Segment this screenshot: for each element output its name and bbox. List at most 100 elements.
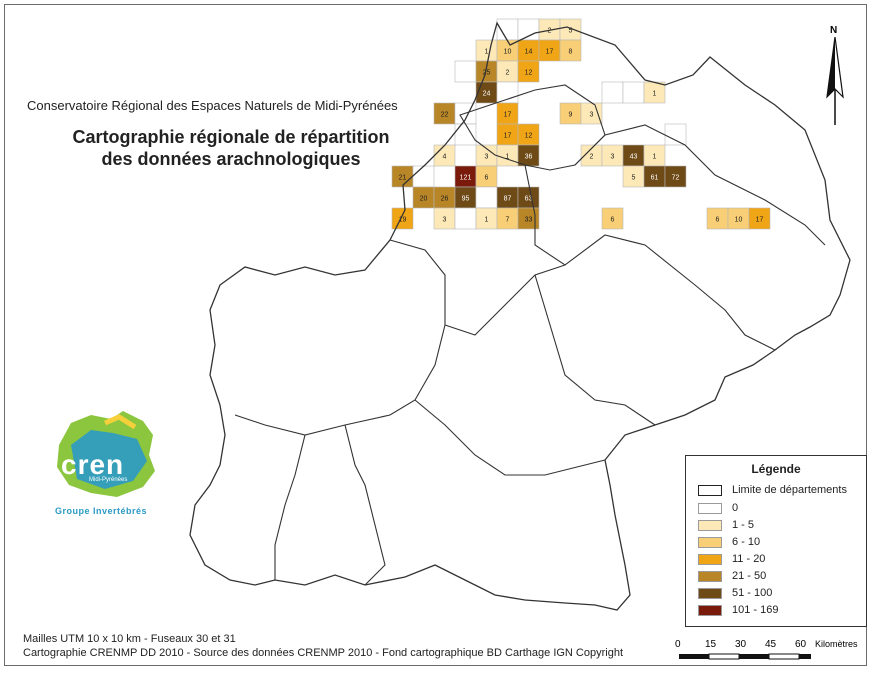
grid-cell-count: 3 [590, 112, 594, 119]
grid-cell-count: 6 [716, 217, 720, 224]
legend-label-boundary: Limite de départements [732, 484, 847, 496]
grid-cell [517, 18, 540, 41]
grid-cell-count: 95 [462, 196, 470, 203]
department-internal-2 [574, 124, 826, 246]
grid-cell-count: 1 [653, 154, 657, 161]
grid-cell-count: 22 [441, 112, 449, 119]
grid-cell [664, 165, 687, 188]
legend-label: 11 - 20 [732, 553, 766, 565]
grid-cell-count: 3 [485, 154, 489, 161]
grid-cell-count: 21 [399, 175, 407, 182]
logo-subtitle: Midi-Pyrénées [89, 477, 128, 483]
legend-swatch [698, 520, 722, 531]
grid-cell [454, 207, 477, 230]
department-internal-9 [274, 434, 306, 580]
grid-cell [664, 123, 687, 146]
grid-cell-count: 1 [485, 49, 489, 56]
legend-label: 101 - 169 [732, 604, 779, 616]
legend-swatch [698, 605, 722, 616]
logo-group: Groupe Invertébrés [55, 506, 148, 516]
scale-bar-graphic [679, 653, 811, 660]
grid-cell-count: 61 [651, 175, 659, 182]
scale-tick-label: 60 [795, 639, 807, 650]
grid-cell-count: 33 [525, 217, 533, 224]
grid-cell-count: 1 [506, 154, 510, 161]
north-arrow: N [825, 25, 845, 125]
legend-box: Légende Limite de départements 0 1 - 5 6 -… [685, 455, 867, 627]
grid-cell [517, 60, 540, 83]
grid-cell [601, 81, 624, 104]
title-line-1: Cartographie régionale de répartition [72, 127, 390, 147]
grid-cell-count: 1 [653, 91, 657, 98]
grid-cell [559, 39, 582, 62]
grid-cell [622, 81, 645, 104]
grid-cell-count: 4 [443, 154, 447, 161]
grid-cell-count: 9 [569, 112, 573, 119]
cren-logo: cren Midi-Pyrénées Groupe Invertébrés [51, 405, 161, 516]
grid-cell-count: 6 [611, 217, 615, 224]
legend-label: 51 - 100 [732, 587, 773, 599]
grid-cell-count: 12 [525, 133, 533, 140]
grid-cell-count: 10 [735, 217, 743, 224]
grid-cell-count: 2 [548, 28, 552, 35]
grid-cell-count: 26 [441, 196, 449, 203]
grid-cell-count: 17 [504, 133, 512, 140]
map-frame: 2 5 1 10 14 17 8 25 2 12 24 1 22 17 9 3 17 12 4 3 1 36 2 3 43 1 21… [4, 4, 867, 666]
grid-cell-count: 17 [546, 49, 554, 56]
map-title: Cartographie régionale de répartition de… [51, 126, 411, 170]
grid-cell-count: 8 [569, 49, 573, 56]
legend-swatch [698, 503, 722, 514]
grid-cell [475, 186, 498, 209]
grid-cell-count: 36 [525, 154, 533, 161]
grid-cell-count: 24 [483, 91, 491, 98]
grid-cell-count: 1 [485, 217, 489, 224]
department-internal-3 [524, 164, 776, 351]
legend-swatch [698, 571, 722, 582]
department-boundaries [189, 21, 851, 611]
grid-cell-count: 63 [525, 196, 533, 203]
grid-cell-count: 3 [443, 217, 447, 224]
department-internal-7 [414, 399, 606, 476]
department-internal-5 [534, 274, 656, 426]
grid-cell-count: 121 [460, 175, 472, 182]
legend-label: 0 [732, 502, 739, 514]
north-arrow-icon [826, 37, 844, 125]
footer-line-2: Cartographie CRENMP DD 2010 - Source des… [23, 647, 624, 659]
legend-label: 1 - 5 [732, 519, 755, 531]
logo-map-graphic [57, 411, 155, 497]
grid-cell-count: 12 [525, 70, 533, 77]
grid-cell-count: 19 [399, 217, 407, 224]
grid-cell-count: 72 [672, 175, 680, 182]
grid-cell-count: 7 [506, 217, 510, 224]
grid-cell-count: 6 [485, 175, 489, 182]
grid-cell-count: 14 [525, 49, 533, 56]
legend-label: 21 - 50 [732, 570, 767, 582]
legend-swatch [698, 588, 722, 599]
grid-cell-count: 25 [483, 70, 491, 77]
legend-title: Légende [751, 462, 801, 476]
grid-cell-count: 17 [756, 217, 764, 224]
grid-cell [454, 60, 477, 83]
grid-cell-count: 5 [632, 175, 636, 182]
grid-cell-count: 20 [420, 196, 428, 203]
department-internal-8 [344, 424, 386, 586]
grid-cell [496, 81, 519, 104]
grid-cell-count: 3 [611, 154, 615, 161]
grid-cell-count: 2 [590, 154, 594, 161]
footer-line-1: Mailles UTM 10 x 10 km - Fuseaux 30 et 3… [23, 633, 236, 645]
legend-swatch [698, 554, 722, 565]
title-line-2: des données arachnologiques [101, 149, 361, 169]
grid-cell-count: 2 [506, 70, 510, 77]
grid-cell-count: 10 [504, 49, 512, 56]
scale-unit: Kilomètres [815, 639, 858, 649]
scale-tick-label: 30 [735, 639, 747, 650]
scale-bar: 0 15 30 45 60 Kilomètres [675, 639, 867, 669]
grid-cell [454, 123, 477, 146]
logo-wordmark: cren [61, 449, 125, 480]
legend-swatch-boundary [698, 485, 722, 496]
grid-cell [748, 207, 771, 230]
north-label: N [830, 25, 838, 36]
grid-cell-count: 17 [504, 112, 512, 119]
